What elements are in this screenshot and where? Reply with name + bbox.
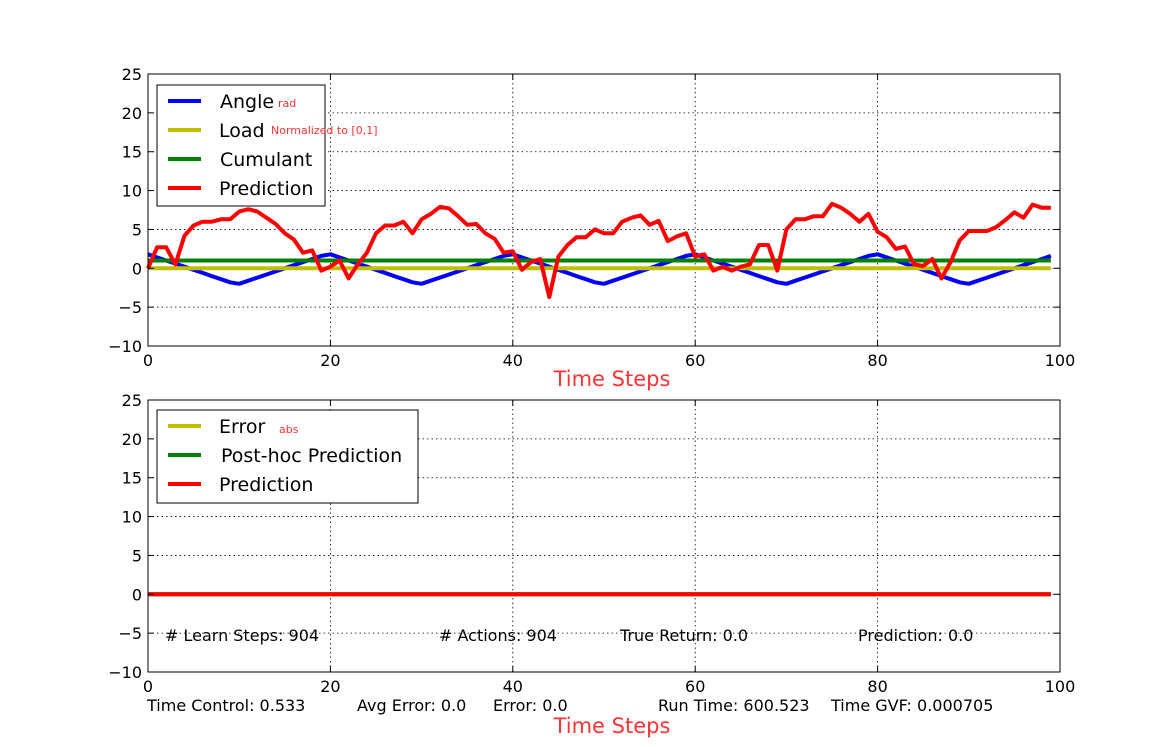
bottom-x-tick-label: 40 <box>503 677 523 696</box>
legend-subscript-angle: rad <box>278 97 296 110</box>
legend-label-load: Load <box>219 120 265 142</box>
time-gvf-text: Time GVF: 0.000705 <box>830 696 993 715</box>
top-legend-box <box>156 84 326 207</box>
bottom-y-tick-label: 25 <box>122 391 142 410</box>
top-plot-series <box>146 201 1052 299</box>
bottom-y-tick-label: −5 <box>118 624 142 643</box>
bottom-y-tick-label: 0 <box>132 585 142 604</box>
top-y-tick-label: 15 <box>122 143 142 162</box>
top-y-ticks: 25 20 15 10 5 0 −5 −10 <box>108 65 1060 356</box>
error-text: Error: 0.0 <box>493 696 568 715</box>
avg-error-text: Avg Error: 0.0 <box>357 696 466 715</box>
top-x-ticks: 0 20 40 60 80 100 <box>143 74 1075 370</box>
bottom-x-tick-label: 20 <box>320 677 340 696</box>
legend-subscript-load: Normalized to [0,1] <box>271 124 378 137</box>
bottom-x-axis-label: Time Steps <box>553 714 671 738</box>
bottom-y-tick-label: 10 <box>122 508 142 527</box>
top-x-tick-label: 60 <box>685 351 705 370</box>
run-time-text: Run Time: 600.523 <box>658 696 810 715</box>
bottom-legend: Error abs Post-hoc Prediction Prediction <box>156 409 419 504</box>
top-x-tick-label: 80 <box>867 351 887 370</box>
bottom-y-tick-label: 15 <box>122 469 142 488</box>
learn-steps-text: # Learn Steps: 904 <box>165 626 319 645</box>
legend-subscript-error: abs <box>279 423 299 436</box>
top-series-prediction-line <box>146 201 1051 299</box>
bottom-plot-frame <box>147 399 1061 673</box>
legend-label-prediction-bottom: Prediction <box>219 474 313 496</box>
legend-label-angle: Angle <box>220 91 274 113</box>
top-y-tick-label: 25 <box>122 65 142 84</box>
prediction-value-text: Prediction: 0.0 <box>858 626 973 645</box>
bottom-x-tick-label: 60 <box>685 677 705 696</box>
top-x-tick-label: 0 <box>143 351 153 370</box>
top-y-tick-label: 5 <box>132 220 142 239</box>
time-control-text: Time Control: 0.533 <box>146 696 305 715</box>
top-y-tick-label: −5 <box>118 298 142 317</box>
top-y-tick-label: 10 <box>122 182 142 201</box>
legend-label-error: Error <box>219 416 266 438</box>
legend-label-prediction: Prediction <box>219 178 313 200</box>
top-y-tick-label: 0 <box>132 259 142 278</box>
true-return-text: True Return: 0.0 <box>619 626 748 645</box>
footer-stats: Time Control: 0.533 Avg Error: 0.0 Error… <box>146 696 993 715</box>
legend-label-posthoc: Post-hoc Prediction <box>221 445 402 467</box>
bottom-y-tick-label: 5 <box>132 546 142 565</box>
bottom-y-tick-label: −10 <box>108 663 142 682</box>
top-y-tick-label: 20 <box>122 104 142 123</box>
bottom-x-ticks: 0 20 40 60 80 100 <box>143 400 1075 696</box>
legend-label-cumulant: Cumulant <box>220 149 312 171</box>
top-x-tick-label: 100 <box>1045 351 1076 370</box>
top-x-tick-label: 20 <box>320 351 340 370</box>
top-plot-frame <box>147 73 1061 347</box>
bottom-y-ticks: 25 20 15 10 5 0 −5 −10 <box>108 391 1060 682</box>
bottom-y-tick-label: 20 <box>122 430 142 449</box>
bottom-x-tick-label: 80 <box>867 677 887 696</box>
bottom-x-tick-label: 100 <box>1045 677 1076 696</box>
top-y-tick-label: −10 <box>108 337 142 356</box>
top-x-axis-label: Time Steps <box>553 367 671 391</box>
top-legend: Angle rad Load Normalized to [0,1] Cumul… <box>156 84 378 207</box>
top-x-tick-label: 40 <box>503 351 523 370</box>
bottom-x-tick-label: 0 <box>143 677 153 696</box>
actions-text: # Actions: 904 <box>439 626 557 645</box>
